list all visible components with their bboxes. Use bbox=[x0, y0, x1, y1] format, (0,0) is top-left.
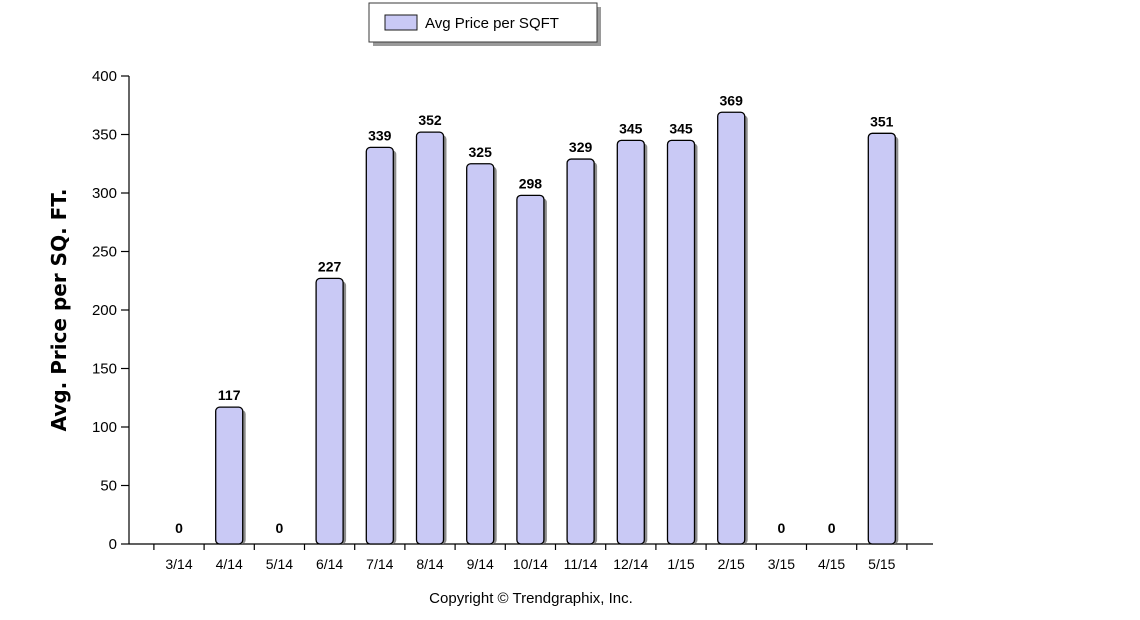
data-label: 369 bbox=[720, 92, 744, 108]
data-label: 117 bbox=[218, 387, 241, 403]
x-tick-label: 7/14 bbox=[366, 556, 393, 572]
legend: Avg Price per SQFT bbox=[368, 2, 601, 46]
legend-label: Avg Price per SQFT bbox=[425, 15, 559, 32]
y-tick-label: 0 bbox=[109, 536, 117, 553]
bar bbox=[867, 132, 896, 545]
y-tick-label: 250 bbox=[92, 244, 117, 261]
bar bbox=[315, 277, 344, 545]
y-tick-label: 100 bbox=[92, 419, 117, 436]
data-label: 227 bbox=[318, 258, 342, 274]
y-axis-ticks: 0 50 100 150 200 250 300 350 400 bbox=[92, 68, 129, 553]
y-axis-label: Avg. Price per SQ. FT. bbox=[47, 189, 71, 432]
x-tick-label: 1/15 bbox=[667, 556, 694, 572]
y-tick-label: 350 bbox=[92, 127, 117, 144]
data-label: 345 bbox=[619, 120, 643, 136]
data-label: 339 bbox=[368, 127, 392, 143]
x-tick-label: 4/14 bbox=[216, 556, 243, 572]
data-label: 345 bbox=[669, 120, 693, 136]
x-tick-label: 8/14 bbox=[416, 556, 443, 572]
bar bbox=[616, 139, 645, 545]
x-tick-label: 12/14 bbox=[613, 556, 648, 572]
data-label: 298 bbox=[519, 175, 543, 191]
data-label: 0 bbox=[175, 520, 183, 536]
data-label: 0 bbox=[276, 520, 284, 536]
bar bbox=[666, 139, 696, 545]
x-axis-ticks: 3/14 4/14 5/14 6/14 7/14 8/14 9/14 10/14 11/14 12… bbox=[153, 544, 908, 572]
x-tick-label: 5/15 bbox=[868, 556, 895, 572]
bar bbox=[466, 163, 495, 545]
data-label: 0 bbox=[778, 520, 786, 536]
legend-swatch bbox=[384, 14, 418, 31]
x-tick-label: 9/14 bbox=[467, 556, 494, 572]
bars bbox=[215, 111, 899, 545]
y-tick-label: 300 bbox=[92, 185, 117, 202]
x-tick-label: 4/15 bbox=[818, 556, 845, 572]
y-tick-label: 150 bbox=[92, 361, 117, 378]
bar bbox=[516, 194, 545, 545]
x-tick-label: 3/15 bbox=[768, 556, 795, 572]
y-tick-label: 200 bbox=[92, 302, 117, 319]
data-label: 325 bbox=[469, 144, 493, 160]
x-tick-label: 5/14 bbox=[266, 556, 293, 572]
x-tick-label: 10/14 bbox=[513, 556, 548, 572]
x-tick-label: 6/14 bbox=[316, 556, 343, 572]
x-tick-label: 3/14 bbox=[165, 556, 192, 572]
bar bbox=[215, 406, 244, 545]
data-label: 352 bbox=[418, 112, 442, 128]
data-labels: 0 117 0 227 339 352 325 298 329 345 345 369 0 0 351 bbox=[175, 92, 894, 536]
copyright-text: Copyright © Trendgraphix, Inc. bbox=[429, 590, 633, 607]
bar bbox=[717, 111, 746, 545]
bar bbox=[566, 158, 595, 545]
bar bbox=[365, 146, 394, 545]
data-label: 0 bbox=[828, 520, 836, 536]
y-tick-label: 50 bbox=[100, 478, 117, 495]
x-tick-label: 2/15 bbox=[718, 556, 745, 572]
bar bbox=[415, 131, 445, 545]
y-tick-label: 400 bbox=[92, 68, 117, 85]
x-tick-label: 11/14 bbox=[564, 556, 598, 572]
data-label: 351 bbox=[870, 113, 894, 129]
data-label: 329 bbox=[569, 139, 593, 155]
